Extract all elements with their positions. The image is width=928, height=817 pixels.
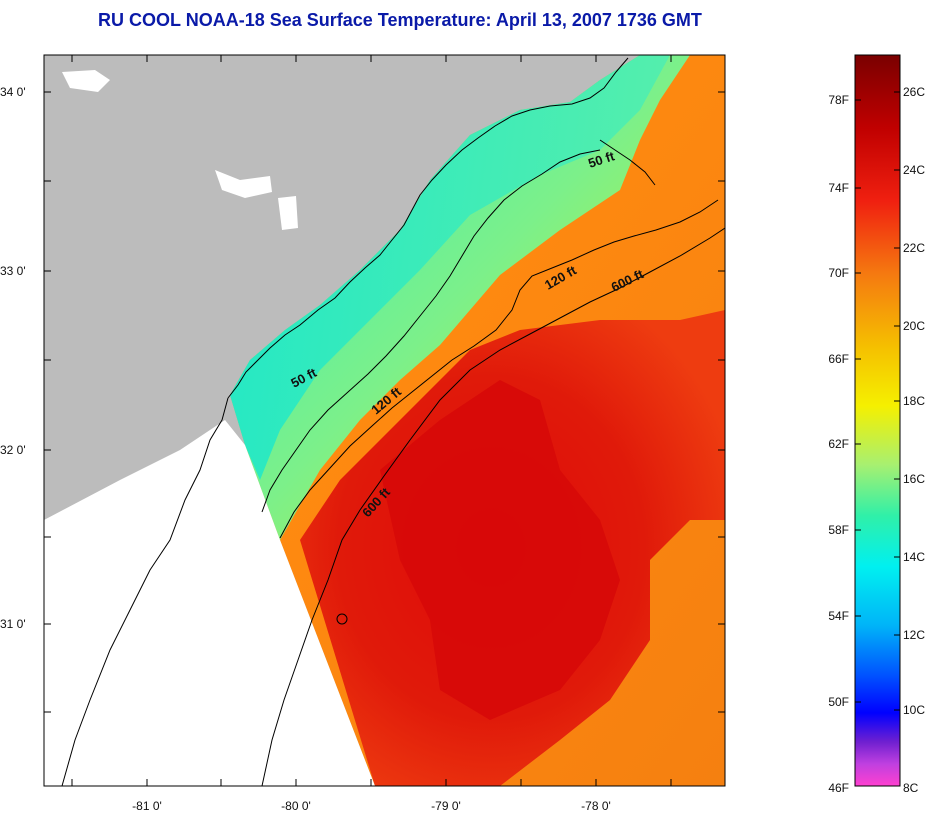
colorbar-label-c: 18C xyxy=(903,394,925,408)
colorbar-label-c: 10C xyxy=(903,703,925,717)
station-marker xyxy=(336,613,348,625)
y-tick-label: 32 0' xyxy=(0,443,26,457)
y-tick-label: 34 0' xyxy=(0,85,26,99)
colorbar xyxy=(854,54,901,787)
inland-lake xyxy=(215,170,272,198)
x-tick-label: -81 0' xyxy=(132,799,162,813)
colorbar-label-f: 78F xyxy=(828,93,849,107)
shelf-water xyxy=(230,55,690,540)
no-data-area xyxy=(44,420,375,786)
colorbar-label-c: 20C xyxy=(903,319,925,333)
colorbar-label-f: 66F xyxy=(828,352,849,366)
x-tick-label: -80 0' xyxy=(281,799,311,813)
colorbar-label-f: 50F xyxy=(828,695,849,709)
sound-shoreline xyxy=(599,139,656,186)
x-tick-label: -78 0' xyxy=(581,799,611,813)
colorbar-label-f: 58F xyxy=(828,523,849,537)
isobath-120ft xyxy=(279,199,719,539)
inland-lake xyxy=(278,196,298,230)
axis-ticks xyxy=(44,55,725,786)
map-frame xyxy=(43,54,726,787)
inland-lake xyxy=(62,70,110,92)
colorbar-ticks xyxy=(855,91,900,711)
colorbar-label-c: 12C xyxy=(903,628,925,642)
nearshore-water xyxy=(230,55,670,480)
colorbar-label-c: 24C xyxy=(903,163,925,177)
colorbar-label-f: 70F xyxy=(828,266,849,280)
coastline xyxy=(227,57,629,399)
colorbar-label-c: 26C xyxy=(903,85,925,99)
colorbar-label-c: 22C xyxy=(903,241,925,255)
map-area xyxy=(44,55,725,786)
isobath-600ft xyxy=(261,227,725,786)
x-tick-label: -79 0' xyxy=(431,799,461,813)
colorbar-label-f: 54F xyxy=(828,609,849,623)
colorbar-label-c: 8C xyxy=(903,781,919,795)
colorbar-label-f: 46F xyxy=(828,781,849,795)
colorbar-label-f: 74F xyxy=(828,181,849,195)
y-tick-label: 33 0' xyxy=(0,264,26,278)
isobath-50ft xyxy=(261,149,601,513)
colorbar-label-c: 16C xyxy=(903,472,925,486)
warm-water-core xyxy=(380,380,620,720)
colorbar-label-c: 14C xyxy=(903,550,925,564)
map-title: RU COOL NOAA-18 Sea Surface Temperature:… xyxy=(98,10,702,30)
colorbar-label-f: 62F xyxy=(828,437,849,451)
coastline-south xyxy=(61,397,229,786)
y-tick-label: 31 0' xyxy=(0,617,26,631)
